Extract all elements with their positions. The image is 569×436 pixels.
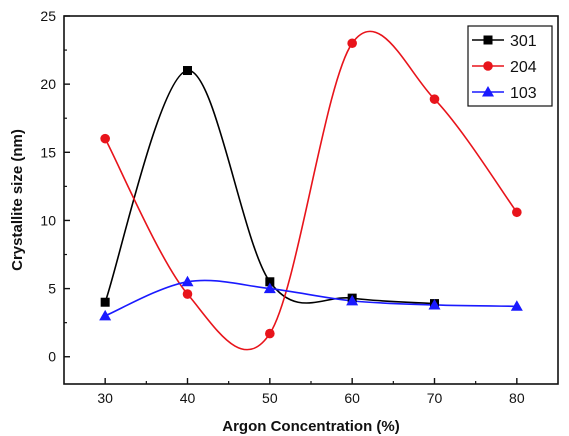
data-point-301: [100, 297, 110, 307]
legend-marker-204: [483, 61, 493, 71]
legend-label-301: 301: [510, 33, 537, 50]
data-point-103: [510, 300, 523, 311]
data-point-103: [428, 298, 441, 310]
data-point-204: [512, 207, 522, 218]
legend-marker-301: [483, 35, 493, 45]
legend: 301 204 103: [467, 25, 553, 107]
data-point-204: [182, 289, 193, 299]
y-tick-label: 20: [40, 76, 56, 92]
y-axis-title: Crystallite size (nm): [9, 129, 26, 271]
x-axis-title: Argon Concentration (%): [222, 418, 400, 435]
data-point-103: [263, 282, 276, 294]
data-point-204: [265, 328, 275, 339]
y-tick-label: 5: [48, 281, 56, 297]
data-point-204: [429, 94, 440, 104]
legend-label-103: 103: [510, 85, 537, 102]
x-tick-label: 60: [344, 390, 360, 406]
x-tick-label: 30: [97, 390, 113, 406]
axis-ticks: 30 40 50 60 70 80 0 5 10 15 20 25: [40, 8, 524, 406]
data-point-301: [265, 277, 275, 287]
x-tick-label: 40: [180, 390, 196, 406]
x-tick-label: 50: [262, 390, 278, 406]
series-curves: [104, 30, 518, 351]
y-tick-label: 25: [40, 8, 56, 24]
legend-label-204: 204: [510, 59, 537, 76]
series-line-103: [104, 279, 517, 317]
series-markers: [99, 38, 523, 339]
legend-marker-103: [482, 86, 494, 97]
y-tick-label: 0: [48, 349, 56, 365]
data-point-301: [183, 66, 192, 76]
data-point-103: [99, 309, 112, 321]
data-point-204: [100, 133, 110, 144]
x-tick-label: 70: [427, 390, 443, 406]
series-line-301: [104, 69, 435, 305]
x-tick-label: 80: [509, 390, 525, 406]
data-point-103: [346, 294, 359, 306]
y-tick-label: 15: [40, 144, 56, 160]
data-point-204: [347, 38, 357, 49]
data-point-103: [181, 275, 194, 287]
y-tick-label: 10: [40, 212, 56, 228]
